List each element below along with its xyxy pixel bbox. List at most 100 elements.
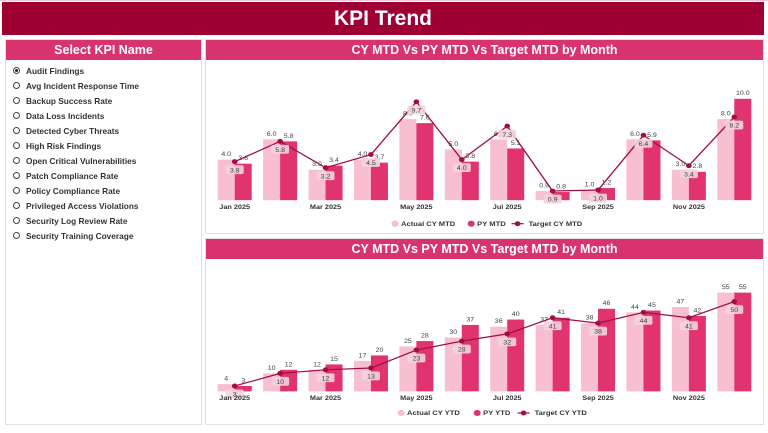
- kpi-option-label: Data Loss Incidents: [26, 110, 105, 121]
- target-point: [368, 365, 374, 371]
- target-label-box: [407, 105, 426, 115]
- target-data-label: 32: [503, 340, 511, 347]
- actual-bar: [217, 384, 235, 392]
- actual-data-label: 12: [313, 362, 321, 369]
- legend-marker: [467, 220, 475, 227]
- target-data-label: 6.4: [639, 141, 649, 148]
- target-data-label: 23: [412, 356, 420, 363]
- radio-button-icon[interactable]: [13, 232, 20, 239]
- actual-bar: [399, 119, 417, 201]
- kpi-option-label: Policy Compliance Rate: [26, 185, 121, 196]
- radio-button-icon[interactable]: [13, 172, 20, 179]
- kpi-option[interactable]: Open Critical Vulnerabilities: [13, 153, 201, 168]
- py-data-label: 2.8: [693, 164, 703, 171]
- radio-button-icon[interactable]: [13, 67, 20, 74]
- radio-button-icon[interactable]: [13, 202, 20, 209]
- target-point: [504, 123, 511, 129]
- actual-data-label: 44: [631, 304, 639, 311]
- target-data-label: 28: [458, 347, 466, 354]
- x-tick-label: Sep 2025: [582, 204, 614, 211]
- kpi-option-label: Security Training Coverage: [26, 230, 134, 241]
- actual-data-label: 0.9: [539, 183, 549, 190]
- target-data-label: 5.8: [275, 147, 285, 154]
- target-data-label: 0.9: [548, 197, 558, 204]
- py-data-label: 3.7: [375, 154, 385, 161]
- x-tick-label: Mar 2025: [310, 395, 341, 402]
- py-data-label: 5.8: [284, 133, 294, 140]
- actual-data-label: 37: [540, 317, 548, 324]
- radio-button-icon[interactable]: [13, 82, 20, 89]
- kpi-option[interactable]: Avg Incident Response Time: [13, 78, 201, 93]
- target-data-label: 12: [322, 376, 330, 383]
- actual-data-label: 10: [268, 365, 276, 372]
- x-tick-label: May 2025: [400, 395, 433, 402]
- target-point: [413, 347, 420, 353]
- py-data-label: 3.4: [329, 157, 339, 164]
- x-tick-label: Sep 2025: [582, 395, 614, 402]
- x-tick-label: Jan 2025: [219, 395, 250, 402]
- actual-data-label: 17: [359, 353, 367, 360]
- target-label-box: [634, 138, 653, 148]
- actual-bar: [717, 119, 735, 201]
- py-data-label: 28: [421, 333, 429, 340]
- target-data-label: 10: [276, 379, 284, 386]
- chart-title-ytd: CY MTD Vs PY MTD Vs Target MTD by Month: [206, 239, 763, 259]
- kpi-option[interactable]: Audit Findings: [13, 63, 201, 78]
- radio-button-icon[interactable]: [13, 217, 20, 224]
- actual-data-label: 36: [495, 319, 503, 326]
- py-data-label: 5.1: [511, 140, 521, 147]
- radio-button-icon[interactable]: [13, 187, 20, 194]
- actual-data-label: 1.0: [585, 182, 595, 189]
- legend-label: Target CY YTD: [535, 410, 587, 417]
- target-label-box: [498, 129, 517, 139]
- actual-data-label: 55: [722, 284, 730, 291]
- kpi-option[interactable]: Policy Compliance Rate: [13, 183, 201, 198]
- py-data-label: 20: [376, 347, 384, 354]
- py-data-label: 10.0: [736, 91, 750, 98]
- py-data-label: 55: [739, 284, 747, 291]
- legend-marker: [520, 410, 527, 416]
- py-bar: [280, 141, 298, 201]
- target-point: [549, 315, 556, 321]
- radio-button-icon[interactable]: [13, 127, 20, 134]
- kpi-option[interactable]: Detected Cyber Threats: [13, 123, 201, 138]
- target-point: [322, 367, 329, 373]
- kpi-option[interactable]: Backup Success Rate: [13, 93, 201, 108]
- target-label-box: [407, 353, 426, 363]
- target-point: [549, 188, 556, 194]
- py-data-label: 7.6: [420, 115, 430, 122]
- radio-button-icon[interactable]: [13, 157, 20, 164]
- actual-data-label: 4.0: [358, 151, 368, 158]
- x-tick-label: Jan 2025: [219, 204, 250, 211]
- py-data-label: 5.9: [647, 132, 657, 139]
- kpi-option[interactable]: Security Log Review Rate: [13, 213, 201, 228]
- target-label-box: [225, 389, 244, 399]
- target-label-box: [452, 344, 471, 354]
- radio-button-icon[interactable]: [13, 142, 20, 149]
- target-label-box: [589, 326, 608, 336]
- target-label-box: [679, 169, 698, 179]
- target-label-box: [271, 376, 290, 386]
- kpi-option[interactable]: Data Loss Incidents: [13, 108, 201, 123]
- actual-data-label: 38: [586, 315, 594, 322]
- legend-marker: [397, 409, 405, 417]
- target-data-label: 3.4: [684, 172, 694, 179]
- actual-bar: [535, 324, 553, 392]
- target-point: [731, 299, 738, 305]
- x-tick-label: Nov 2025: [673, 204, 705, 211]
- py-data-label: 45: [648, 302, 656, 309]
- target-label-box: [725, 305, 744, 314]
- kpi-option[interactable]: Patch Compliance Rate: [13, 168, 201, 183]
- target-data-label: 50: [730, 308, 738, 315]
- actual-bar: [263, 139, 281, 201]
- radio-button-icon[interactable]: [13, 97, 20, 104]
- target-label-box: [361, 371, 380, 381]
- kpi-option[interactable]: Privileged Access Violations: [13, 198, 201, 213]
- x-tick-label: Mar 2025: [310, 204, 341, 211]
- radio-button-icon[interactable]: [13, 112, 20, 119]
- kpi-option[interactable]: Security Training Coverage: [13, 228, 201, 243]
- legend-label: PY MTD: [477, 220, 506, 228]
- kpi-option[interactable]: High Risk Findings: [13, 138, 201, 153]
- actual-data-label: 6.0: [267, 131, 277, 138]
- py-data-label: 0.8: [556, 184, 566, 191]
